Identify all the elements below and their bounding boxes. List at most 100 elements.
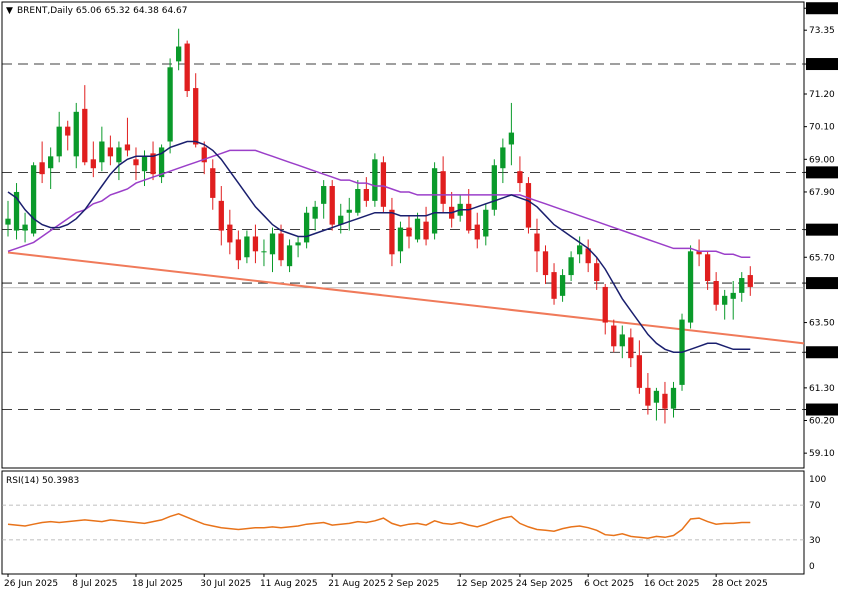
price-tick-label: 69.00	[809, 155, 835, 165]
candle-body	[397, 227, 404, 252]
candle-body	[440, 171, 446, 204]
candle-body	[534, 233, 540, 252]
candle-body	[167, 67, 173, 142]
candle-body	[517, 171, 523, 184]
candle-body	[576, 245, 583, 255]
candle-body	[116, 147, 122, 163]
price-tick-label: 62.50	[809, 348, 835, 358]
rsi-title: RSI(14) 50.3983	[6, 476, 79, 486]
candle-body	[653, 390, 660, 403]
candle-body	[295, 242, 301, 246]
time-tick-label: 16 Oct 2025	[644, 579, 700, 589]
candle-body	[389, 209, 395, 255]
rsi-tick-label: 70	[809, 501, 821, 511]
candle-body	[346, 209, 352, 213]
price-tick-label: 59.10	[809, 449, 835, 459]
candle-body	[636, 355, 643, 388]
candle-body	[739, 278, 745, 293]
trendline-line	[7, 251, 805, 345]
candle-body	[355, 188, 361, 213]
price-tick-label: 66.63	[809, 226, 835, 236]
price-level-box	[806, 403, 838, 416]
candle-body	[286, 245, 293, 267]
candle-body	[568, 257, 574, 276]
rsi-frame	[1, 470, 805, 575]
header-arrow: ▼	[6, 6, 13, 16]
price-level-box	[806, 277, 838, 290]
candle-body	[90, 159, 96, 169]
candle-body	[210, 168, 216, 198]
time-axis: 26 Jun 2025 8 Jul 2025 18 Jul 2025 30 Jul 2…	[4, 574, 768, 589]
price-tick-label: 73.35	[809, 26, 835, 36]
candle-body	[611, 325, 617, 347]
candle-body	[269, 233, 276, 255]
candle-body	[13, 191, 20, 231]
price-tick-label: 70.10	[809, 123, 835, 133]
candle-body	[406, 227, 412, 237]
candle-body	[483, 209, 489, 237]
candle-body	[22, 224, 28, 231]
candle-body	[158, 147, 165, 178]
candle-body	[184, 43, 190, 92]
candle-body	[56, 126, 62, 157]
candle-body	[175, 46, 182, 62]
candle-body	[193, 88, 199, 145]
price-level-box	[806, 58, 838, 71]
candle-body	[380, 162, 387, 207]
time-tick-label: 30 Jul 2025	[200, 579, 251, 589]
candle-body	[500, 147, 506, 169]
candle-body	[713, 281, 719, 305]
time-tick-label: 24 Sep 2025	[516, 579, 573, 589]
price-tick-label: 74.09	[809, 4, 835, 14]
candle-body	[303, 212, 310, 243]
price-level-box	[806, 346, 838, 359]
candle-body	[619, 334, 625, 347]
price-tick-label: 68.56	[809, 168, 835, 178]
chart-title: BRENT,Daily 65.06 65.32 64.38 64.67	[17, 6, 187, 16]
candle-body	[423, 221, 429, 240]
candle-body	[141, 156, 148, 172]
candle-body	[722, 295, 728, 305]
price-tick-label: 63.50	[809, 319, 835, 329]
candle-body	[48, 156, 54, 169]
candle-body	[150, 153, 156, 175]
candle-body	[278, 233, 284, 261]
candle-body	[65, 126, 71, 136]
candle-body	[696, 251, 702, 255]
time-tick-label: 11 Aug 2025	[260, 579, 318, 589]
candle-body	[585, 248, 591, 264]
price-level-box	[806, 2, 838, 15]
candle-body	[133, 159, 139, 166]
candle-body	[261, 251, 267, 253]
price-axis: 74.09 73.35 72.21 71.20 70.10 69.00 68.56 67.90…	[804, 2, 838, 459]
candle-body	[525, 183, 532, 228]
candle-body	[124, 144, 131, 151]
price-tick-label: 60.57	[809, 406, 835, 416]
candle-body	[551, 272, 557, 299]
rsi-indicator: 100 70 30 0	[2, 475, 826, 572]
candles	[5, 28, 753, 424]
candle-body	[201, 147, 207, 163]
candle-body	[107, 147, 114, 157]
price-tick-label: 71.20	[809, 90, 835, 100]
rsi-tick-label: 100	[809, 475, 826, 485]
candle-body	[431, 168, 438, 234]
price-level-box	[806, 223, 838, 236]
price-tick-label: 64.83	[809, 279, 835, 289]
candle-body	[542, 251, 549, 276]
price-frame	[1, 1, 805, 469]
moving-averages	[7, 140, 751, 353]
candle-body	[82, 108, 88, 163]
candle-body	[747, 275, 753, 287]
candle-body	[235, 239, 242, 261]
candle-body	[466, 203, 472, 231]
candle-body	[491, 165, 497, 210]
time-tick-label: 28 Oct 2025	[712, 579, 768, 589]
candle-body	[218, 200, 224, 231]
candle-body	[628, 337, 634, 359]
time-tick-label: 6 Oct 2025	[584, 579, 634, 589]
trendline	[7, 251, 805, 345]
candle-body	[704, 254, 711, 282]
candle-body	[244, 236, 250, 258]
